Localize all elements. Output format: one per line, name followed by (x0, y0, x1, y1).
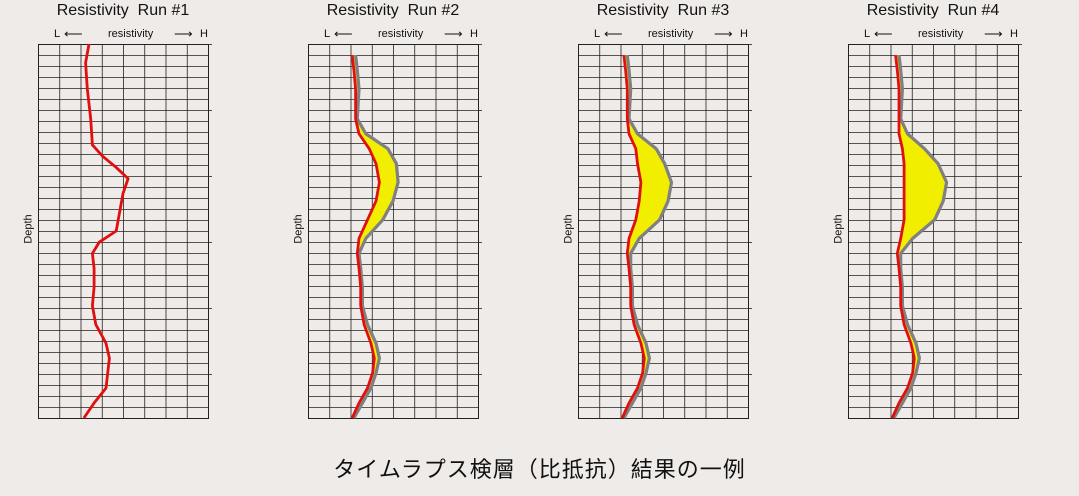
left-arrow-icon: ⟵ (64, 26, 83, 41)
depth-axis-label: Depth (22, 214, 35, 244)
resistivity-run-3: Resistivity Run #3 L ⟵ resistivity ⟶ H Depth (540, 0, 752, 430)
grid (848, 44, 1022, 419)
depth-axis-label: Depth (832, 214, 845, 244)
current-resistivity-curve (892, 55, 949, 419)
low-label: L (54, 28, 61, 40)
resistivity-scale: L ⟵ resistivity ⟶ H (810, 26, 1018, 44)
current-resistivity-curve (622, 55, 674, 419)
resistivity-scale: L ⟵ resistivity ⟶ H (540, 26, 748, 44)
resistivity-run-4: Resistivity Run #4 L ⟵ resistivity ⟶ H Depth (810, 0, 1022, 430)
low-label: L (594, 28, 601, 40)
depth-axis-label: Depth (292, 214, 305, 244)
left-arrow-icon: ⟵ (334, 26, 353, 41)
high-label: H (1010, 28, 1018, 40)
grid (578, 44, 752, 419)
run-title: Resistivity Run #3 (596, 2, 730, 19)
high-label: H (470, 28, 478, 40)
resistivity-run-1: Resistivity Run #1 L ⟵ resistivity ⟶ H Depth (0, 0, 212, 430)
current-resistivity-curve (352, 55, 400, 419)
resistivity-scale: L ⟵ resistivity ⟶ H (270, 26, 478, 44)
resistivity-axis-title: resistivity (378, 28, 424, 40)
grid (308, 44, 482, 419)
depth-axis-label: Depth (562, 214, 575, 244)
figure-caption: タイムラプス検層（比抵抗）結果の一例 (333, 458, 746, 483)
high-label: H (200, 28, 208, 40)
low-label: L (864, 28, 871, 40)
right-arrow-icon: ⟶ (444, 26, 463, 41)
left-arrow-icon: ⟵ (874, 26, 893, 41)
resistivity-scale: L ⟵ resistivity ⟶ H (0, 26, 208, 44)
plot-area (38, 43, 212, 419)
low-label: L (324, 28, 331, 40)
run-title: Resistivity Run #2 (326, 2, 460, 19)
run-title: Resistivity Run #1 (56, 2, 190, 19)
right-arrow-icon: ⟶ (174, 26, 193, 41)
resistivity-axis-title: resistivity (648, 28, 694, 40)
high-label: H (740, 28, 748, 40)
resistivity-axis-title: resistivity (108, 28, 154, 40)
baseline-resistivity-curve (350, 55, 381, 419)
right-arrow-icon: ⟶ (714, 26, 733, 41)
plot-area (308, 44, 482, 419)
baseline-resistivity-curve (890, 55, 916, 419)
left-arrow-icon: ⟵ (604, 26, 623, 41)
baseline-resistivity-curve (620, 55, 646, 419)
plot-area (578, 44, 752, 419)
resistivity-axis-title: resistivity (918, 28, 964, 40)
grid (38, 44, 212, 419)
plot-area (848, 44, 1022, 419)
baseline-resistivity-curve (82, 43, 130, 419)
run-title: Resistivity Run #4 (866, 2, 1000, 19)
resistivity-run-2: Resistivity Run #2 L ⟵ resistivity ⟶ H Depth (270, 0, 482, 430)
right-arrow-icon: ⟶ (984, 26, 1003, 41)
